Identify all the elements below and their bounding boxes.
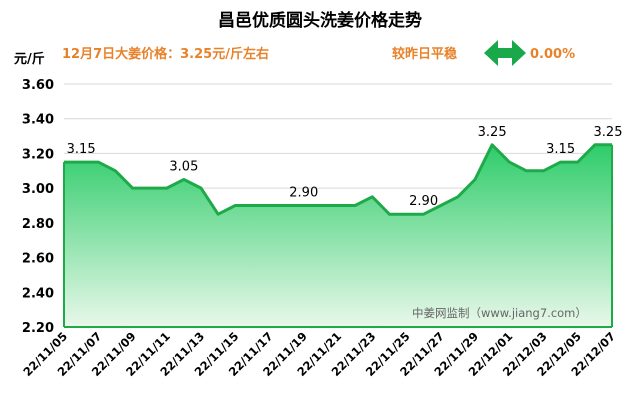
data-label: 3.25	[594, 125, 623, 140]
data-label: 3.25	[478, 125, 507, 140]
left-right-arrow-icon	[484, 40, 526, 66]
y-tick-label: 2.80	[22, 217, 54, 232]
y-axis-ticks: 2.20 2.40 2.60 2.80 3.00 3.20 3.40 3.60	[22, 78, 54, 336]
data-label: 2.90	[289, 186, 318, 201]
y-tick-label: 3.00	[22, 182, 54, 197]
chart-title: 昌邑优质圆头洗姜价格走势	[218, 10, 422, 31]
x-axis-ticks: 22/11/0522/11/0722/11/0922/11/1122/11/13…	[20, 329, 618, 379]
compare-label: 较昨日平稳	[392, 46, 457, 62]
data-labels: 3.15 3.05 2.90 2.90 3.25 3.15 3.25	[67, 125, 623, 209]
y-tick-label: 3.60	[22, 78, 54, 93]
y-tick-label: 2.20	[22, 321, 54, 336]
compare-value: 0.00%	[530, 47, 575, 62]
y-tick-label: 2.40	[22, 286, 54, 301]
price-summary: 12月7日大姜价格：3.25元/斤左右	[62, 46, 269, 62]
data-label: 3.15	[546, 142, 575, 157]
data-label: 3.15	[67, 142, 96, 157]
data-label: 3.05	[169, 159, 198, 174]
y-tick-label: 3.40	[22, 113, 54, 128]
y-tick-label: 3.20	[22, 147, 54, 162]
y-tick-label: 2.60	[22, 252, 54, 267]
y-unit-label: 元/斤	[14, 51, 45, 67]
series-line	[63, 143, 613, 328]
watermark: 中姜网监制（www.jiang7.com）	[412, 306, 587, 320]
data-label: 2.90	[409, 194, 438, 209]
